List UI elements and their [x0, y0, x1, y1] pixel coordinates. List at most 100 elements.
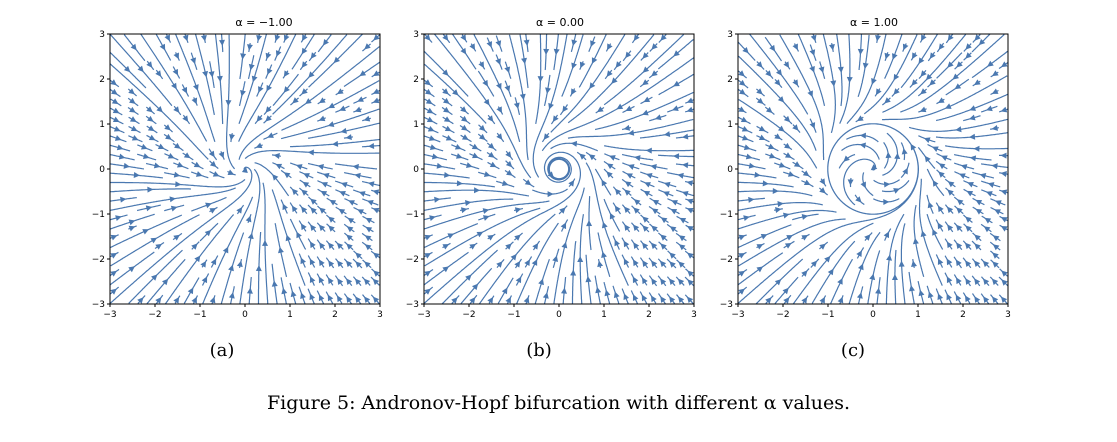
streamline-arrow: [807, 90, 813, 98]
streamline-arrow: [772, 187, 779, 194]
streamline: [424, 200, 550, 230]
streamline-arrow: [338, 208, 346, 215]
streamline-arrow: [819, 187, 826, 194]
streamline-arrow: [810, 260, 818, 268]
streamline-arrow: [532, 243, 539, 250]
streamline-arrow: [142, 229, 149, 235]
streamline-arrow: [783, 297, 790, 304]
streamline-arrow: [561, 241, 568, 249]
streamline-arrow: [514, 234, 521, 241]
streamline-arrow: [444, 171, 451, 178]
streamline-arrow: [201, 276, 208, 284]
x-tick-label: 2: [646, 310, 652, 320]
streamline-arrow: [538, 278, 544, 286]
streamline-arrow: [686, 106, 694, 113]
streamline-arrow: [738, 234, 746, 241]
streamline-arrow: [642, 260, 649, 267]
streamline-arrow: [673, 50, 680, 57]
streamline-arrow: [131, 134, 139, 141]
streamline-arrow: [283, 34, 290, 42]
streamline-arrow: [955, 294, 962, 302]
streamline-arrow: [609, 155, 616, 161]
streamline-arrow: [937, 205, 944, 213]
streamline-arrow: [359, 70, 367, 77]
streamline-arrow: [317, 164, 324, 170]
y-tick-label: 3: [727, 30, 733, 40]
streamline-arrow: [762, 180, 769, 187]
streamline-arrow: [537, 76, 544, 83]
streamline-arrow: [496, 82, 502, 90]
streamline-arrow: [738, 288, 745, 295]
streamline-arrow: [442, 88, 449, 95]
x-tick-label: 1: [601, 310, 607, 320]
streamline-arrow: [991, 278, 999, 286]
streamline-arrow: [894, 152, 901, 160]
streamline-arrow: [114, 135, 122, 141]
x-tick-label: 1: [915, 310, 921, 320]
streamline-arrow: [614, 239, 620, 247]
streamline-arrow: [783, 212, 790, 219]
streamline-arrow: [322, 38, 329, 46]
streamline-arrow: [426, 107, 434, 114]
streamline-arrow: [456, 180, 463, 187]
streamline-arrow: [194, 255, 201, 263]
streamline-arrow: [112, 107, 120, 114]
streamline-arrow: [642, 225, 649, 232]
streamline-arrow: [787, 171, 795, 177]
streamline-arrow: [482, 208, 490, 214]
streamline-arrow: [946, 206, 954, 214]
streamplot-panel-c: α = 1.00 −3 −2 −1 0 1 2 3 3 2 1 0 −1 −2 −3: [720, 14, 1024, 326]
streamline-arrow: [992, 261, 999, 268]
streamline-arrow: [128, 225, 136, 232]
streamline-arrow: [296, 231, 302, 239]
streamline-arrow: [965, 216, 972, 223]
streamline: [473, 34, 521, 143]
streamline-arrow: [783, 115, 791, 123]
x-tick-label: −2: [148, 310, 161, 320]
streamline: [779, 34, 825, 161]
streamline-arrow: [358, 191, 366, 197]
streamline-arrow: [267, 132, 274, 138]
streamline-arrow: [992, 244, 1000, 251]
streamline-arrow: [585, 275, 592, 283]
x-tick-label: −2: [462, 310, 475, 320]
streamline-arrow: [991, 70, 999, 77]
streamline-arrow: [128, 266, 135, 273]
streamline-arrow: [855, 196, 862, 203]
streamline-arrow: [613, 291, 620, 299]
streamline-arrow: [442, 69, 449, 76]
streamline-arrow: [860, 181, 866, 189]
streamline-arrow: [229, 134, 235, 141]
streamline-arrow: [340, 182, 348, 188]
streamline-arrow: [777, 125, 785, 132]
streamline-arrow: [589, 82, 596, 89]
streamline: [567, 34, 655, 124]
streamline-arrow: [641, 109, 649, 116]
y-axis-ticks: 3 2 1 0 −1 −2 −3: [406, 30, 424, 310]
streamline-arrow: [875, 35, 881, 42]
streamline-arrow: [318, 294, 325, 302]
x-tick-label: 3: [691, 310, 697, 320]
streamline-arrow: [193, 84, 199, 91]
streamline-arrow: [947, 224, 954, 231]
streamline-arrow: [182, 115, 189, 122]
streamline-arrow: [974, 278, 981, 285]
streamline-arrow: [668, 278, 676, 286]
streamline-arrow: [200, 260, 207, 268]
streamline-arrow: [679, 217, 687, 224]
streamline-arrow: [837, 278, 843, 285]
streamline-arrow: [686, 207, 694, 214]
streamline-arrow: [247, 232, 254, 240]
streamline-arrow: [174, 142, 181, 149]
streamline-arrow: [428, 135, 436, 141]
streamline: [863, 34, 918, 115]
streamline-arrow: [604, 289, 611, 297]
streamline-arrow: [595, 286, 602, 294]
y-axis-ticks: 3 2 1 0 −1 −2 −3: [92, 30, 110, 310]
streamline-arrow: [501, 180, 509, 187]
streamline-arrow: [521, 57, 527, 65]
streamline: [516, 222, 559, 304]
streamline-arrow: [255, 142, 263, 149]
streamline-arrow: [669, 226, 677, 233]
streamline-arrow: [115, 215, 122, 221]
